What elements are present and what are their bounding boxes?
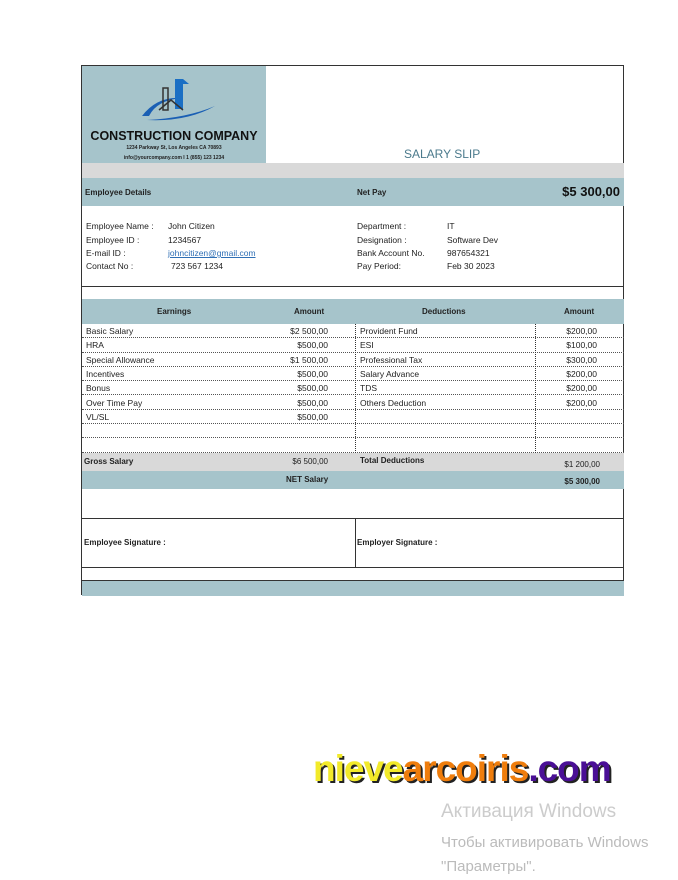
detail-label: Designation : xyxy=(357,235,407,245)
detail-value: 1234567 xyxy=(168,235,202,245)
deduction-label: Professional Tax xyxy=(360,354,423,365)
earning-label: Special Allowance xyxy=(86,354,155,365)
earning-amount: $500,00 xyxy=(297,368,328,379)
deduction-amount: $200,00 xyxy=(566,326,597,336)
earning-amount: $500,00 xyxy=(297,397,328,408)
divider xyxy=(82,286,624,287)
detail-label: Pay Period: xyxy=(357,261,401,271)
earning-amount: $500,00 xyxy=(297,340,328,351)
deduction-amount: $200,00 xyxy=(566,368,597,379)
earning-amount: $500,00 xyxy=(297,383,328,394)
footer-bar xyxy=(82,580,624,596)
email-link[interactable]: johncitizen@gmail.com xyxy=(168,248,256,258)
band xyxy=(82,163,624,178)
earning-label: Bonus xyxy=(86,383,111,394)
table-row: Special Allowance $1 500,00 Professional T… xyxy=(82,353,624,367)
gross-salary-label: Gross Salary xyxy=(84,457,134,466)
deductions-header: Deductions xyxy=(422,307,466,316)
totals-row: Gross Salary $6 500,00 Total Deductions … xyxy=(82,453,624,471)
company-header: CONSTRUCTION COMPANY 1234 Parkway St, Lo… xyxy=(82,66,266,163)
employee-details-label: Employee Details xyxy=(85,188,152,197)
detail-label: Bank Account No. xyxy=(357,248,425,258)
table-row: VL/SL $500,00 xyxy=(82,410,624,425)
activation-line3: "Параметры". xyxy=(441,858,536,875)
earning-label: HRA xyxy=(86,340,104,351)
total-deductions-label: Total Deductions xyxy=(360,456,425,465)
table-row xyxy=(82,424,624,439)
earning-label: Over Time Pay xyxy=(86,397,143,408)
net-salary-row: NET Salary $5 300,00 xyxy=(82,471,624,489)
earning-amount: $1 500,00 xyxy=(290,354,328,365)
net-salary-label: NET Salary xyxy=(286,475,329,484)
employee-signature-label: Employee Signature : xyxy=(84,538,166,547)
detail-label: Employee ID : xyxy=(86,235,140,245)
deduction-label: TDS xyxy=(360,383,377,394)
detail-label: Department : xyxy=(357,221,407,231)
table-row: Bonus $500,00 TDS $200,00 xyxy=(82,381,624,396)
gross-salary-value: $6 500,00 xyxy=(292,457,328,466)
page-title: SALARY SLIP xyxy=(404,147,481,161)
net-pay-value: $5 300,00 xyxy=(562,184,620,199)
deduction-amount: $200,00 xyxy=(566,383,597,394)
earnings-header: Earnings xyxy=(157,307,192,316)
watermark-logo: nievearcoiris.com xyxy=(313,748,612,789)
detail-label: Contact No : xyxy=(86,261,134,271)
net-pay-label: Net Pay xyxy=(357,188,387,197)
earning-label: VL/SL xyxy=(86,411,110,422)
details-bar: Employee Details Net Pay $5 300,00 xyxy=(82,178,624,206)
table-row: HRA $500,00 ESI $100,00 xyxy=(82,338,624,353)
earning-amount: $500,00 xyxy=(297,411,328,422)
amount-header: Amount xyxy=(564,307,595,316)
activation-line2: Чтобы активировать Windows xyxy=(441,834,649,851)
table-row xyxy=(82,438,624,453)
earning-label: Basic Salary xyxy=(86,326,134,336)
activation-line1: Активация Windows xyxy=(441,801,617,822)
amount-header: Amount xyxy=(294,307,325,316)
detail-value: Feb 30 2023 xyxy=(447,261,495,271)
detail-value: John Citizen xyxy=(168,221,215,231)
company-logo-icon xyxy=(142,79,215,121)
net-salary-value: $5 300,00 xyxy=(564,477,600,486)
earning-amount: $2 500,00 xyxy=(290,326,328,336)
detail-value: IT xyxy=(447,221,455,231)
company-name: CONSTRUCTION COMPANY xyxy=(90,129,258,143)
table-header: Earnings Amount Deductions Amount xyxy=(82,299,624,324)
column-divider xyxy=(535,324,536,453)
deduction-label: Others Deduction xyxy=(360,397,427,408)
deduction-amount: $100,00 xyxy=(566,340,597,351)
deduction-amount: $300,00 xyxy=(566,354,597,365)
divider xyxy=(355,519,356,567)
earning-label: Incentives xyxy=(86,368,125,379)
table-row: Incentives $500,00 Salary Advance $200,00 xyxy=(82,367,624,382)
table-row: Over Time Pay $500,00 Others Deduction $200… xyxy=(82,396,624,410)
company-address: 1234 Parkway St, Los Angeles CA 70893 xyxy=(126,145,222,151)
company-contact: info@yourcompany.com I 1 (855) 123 1234 xyxy=(123,155,225,161)
table-row: Basic Salary $2 500,00 Provident Fund $200,… xyxy=(82,324,624,339)
detail-value: 987654321 xyxy=(447,248,490,258)
employer-signature-label: Employer Signature : xyxy=(357,538,438,547)
deduction-amount: $200,00 xyxy=(566,397,597,408)
deduction-label: Salary Advance xyxy=(360,368,420,379)
detail-label: Employee Name : xyxy=(86,221,154,231)
detail-value: 723 567 1234 xyxy=(171,261,223,271)
deduction-label: ESI xyxy=(360,340,374,351)
total-deductions-value: $1 200,00 xyxy=(564,460,600,469)
signature-section: Employee Signature : Employer Signature … xyxy=(82,518,624,568)
detail-label: E-mail ID : xyxy=(86,248,126,258)
deduction-label: Provident Fund xyxy=(360,326,418,336)
column-divider xyxy=(355,324,356,453)
detail-value: Software Dev xyxy=(447,235,499,245)
